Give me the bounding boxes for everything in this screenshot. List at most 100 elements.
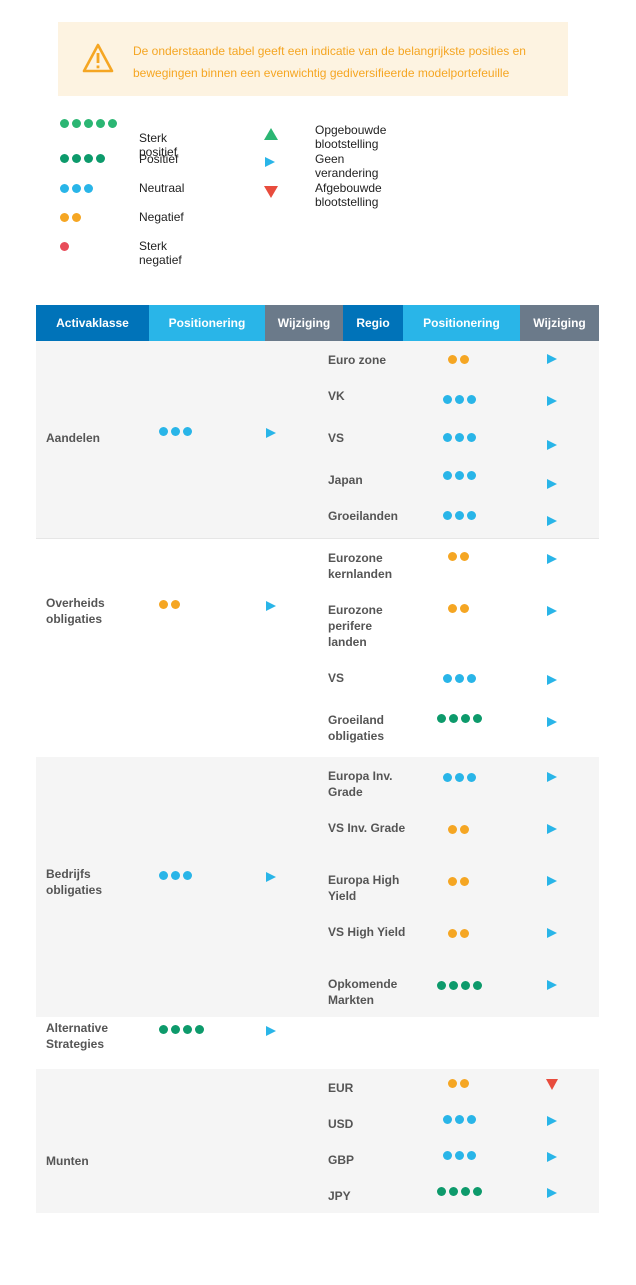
region-position-dots: [448, 1079, 469, 1088]
position-dot: [72, 119, 81, 128]
position-dot: [460, 355, 469, 364]
position-dot: [437, 714, 446, 723]
position-dot: [171, 427, 180, 436]
position-dot: [448, 825, 457, 834]
region-label: Eurozone perifere landen: [328, 603, 383, 649]
position-dot: [473, 714, 482, 723]
triangle-right-icon: [547, 876, 557, 886]
position-dot: [467, 773, 476, 782]
position-dot: [455, 1115, 464, 1124]
asset-position-dots: [159, 600, 180, 609]
region-position-dots: [443, 1115, 476, 1124]
position-dot: [60, 154, 69, 163]
legend-dots: [60, 242, 69, 251]
position-dot: [460, 825, 469, 834]
region-label: VS: [328, 671, 345, 685]
region-position-dots: [437, 714, 482, 723]
position-dot: [72, 184, 81, 193]
triangle-right-icon: [547, 479, 557, 489]
triangle-right-icon: [547, 396, 557, 406]
header-wijziging: Wijziging: [265, 305, 343, 341]
position-dot: [448, 552, 457, 561]
region-label: Euro zone: [328, 353, 387, 367]
position-dot: [437, 1187, 446, 1196]
region-label: Europa High Yield: [328, 873, 400, 903]
position-dot: [443, 674, 452, 683]
position-dot: [467, 674, 476, 683]
region-position-dots: [448, 825, 469, 834]
region-position-dots: [448, 877, 469, 886]
triangle-right-icon: [266, 428, 276, 438]
position-dot: [455, 433, 464, 442]
region-label: Groeiland obligaties: [328, 713, 385, 743]
position-dot: [171, 600, 180, 609]
region-label: Europa Inv. Grade: [328, 769, 393, 799]
position-dot: [60, 242, 69, 251]
table-group: Munten EUR USD GBP JPY: [36, 1069, 599, 1213]
legend-label: Opgebouwde blootstelling: [315, 123, 387, 151]
triangle-right-icon: [547, 980, 557, 990]
region-label: Eurozone kernlanden: [328, 551, 393, 581]
region-position-dots: [443, 1151, 476, 1160]
asset-position-dots: [159, 427, 192, 436]
position-dot: [437, 981, 446, 990]
position-dot: [443, 395, 452, 404]
position-dot: [455, 1151, 464, 1160]
header-regio-positionering: Positionering: [403, 305, 520, 341]
triangle-right-icon: [547, 772, 557, 782]
position-dot: [460, 929, 469, 938]
asset-class-label: Munten: [46, 1154, 89, 1168]
header-regio-wijziging: Wijziging: [520, 305, 599, 341]
region-label: EUR: [328, 1081, 354, 1095]
legend-label: Afgebouwde blootstelling: [315, 181, 382, 209]
asset-position-dots: [159, 1025, 204, 1034]
position-dot: [96, 154, 105, 163]
position-dot: [449, 1187, 458, 1196]
position-dot: [449, 981, 458, 990]
table-group: Alternative Strategies: [36, 1017, 599, 1069]
region-label: VS High Yield: [328, 925, 406, 939]
region-position-dots: [437, 981, 482, 990]
triangle-right-icon: [547, 1152, 557, 1162]
position-dot: [473, 981, 482, 990]
position-dot: [467, 1151, 476, 1160]
triangle-right-icon: [547, 717, 557, 727]
position-dot: [467, 433, 476, 442]
position-dot: [473, 1187, 482, 1196]
triangle-right-icon: [547, 928, 557, 938]
region-position-dots: [443, 395, 476, 404]
position-dot: [183, 427, 192, 436]
region-position-dots: [448, 604, 469, 613]
region-label: VS: [328, 431, 345, 445]
region-position-dots: [443, 674, 476, 683]
position-dot: [84, 154, 93, 163]
info-notice: De onderstaande tabel geeft een indicati…: [58, 22, 568, 96]
legend-label: Geen verandering: [315, 152, 379, 180]
position-dot: [84, 119, 93, 128]
header-regio: Regio: [343, 305, 403, 341]
region-label: GBP: [328, 1153, 355, 1167]
legend-label: Negatief: [139, 210, 184, 224]
warning-icon: [82, 43, 114, 73]
position-dot: [448, 1079, 457, 1088]
position-dot: [443, 1115, 452, 1124]
triangle-right-icon: [547, 606, 557, 616]
position-dot: [96, 119, 105, 128]
triangle-down-icon: [546, 1079, 558, 1090]
position-dot: [443, 471, 452, 480]
position-dot: [467, 395, 476, 404]
table-group: Aandelen Euro zone VK VS Japan Groeilanden: [36, 341, 599, 538]
legend-label: Sterk negatief: [139, 239, 182, 267]
position-dot: [460, 1079, 469, 1088]
position-dot: [461, 981, 470, 990]
position-dot: [84, 184, 93, 193]
region-position-dots: [443, 773, 476, 782]
region-position-dots: [443, 433, 476, 442]
position-dot: [159, 871, 168, 880]
position-dot: [72, 213, 81, 222]
asset-class-label: Bedrijfs obligaties: [46, 867, 103, 897]
triangle-right-icon: [547, 675, 557, 685]
position-dot: [460, 604, 469, 613]
triangle-right-icon: [547, 554, 557, 564]
region-position-dots: [443, 511, 476, 520]
